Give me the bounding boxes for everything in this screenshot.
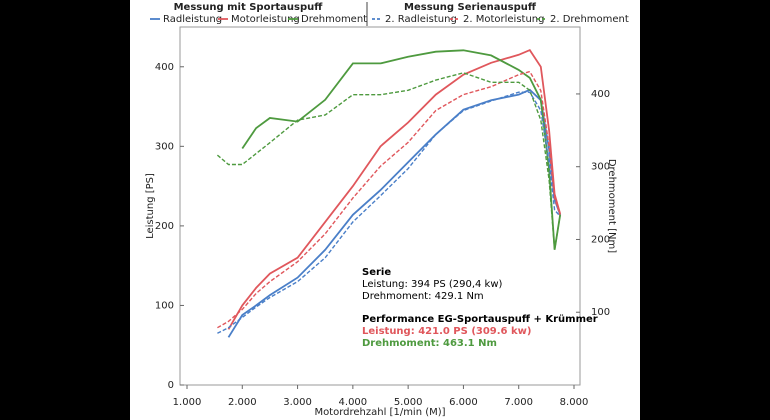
legend-label: 2. Motorleistung	[463, 14, 544, 25]
y2-tick-label: 300	[591, 162, 610, 173]
x-tick-label: 4.000	[339, 397, 368, 408]
annotation: Performance EG-Sportauspuff + Krümmer	[362, 314, 598, 325]
annotation: Leistung: 394 PS (290,4 kw)	[362, 279, 503, 290]
annotation: Serie	[362, 267, 391, 278]
side-bar	[640, 0, 770, 420]
x-tick-label: 6.000	[449, 397, 478, 408]
y-axis-label: Leistung [PS]	[145, 173, 156, 239]
legend-label: Drehmoment	[301, 14, 367, 25]
x-tick-label: 2.000	[228, 397, 257, 408]
legend-label: 2. Drehmoment	[550, 14, 629, 25]
legend-label: 2. Radleistung	[385, 14, 457, 25]
annotation: Drehmoment: 429.1 Nm	[362, 291, 484, 302]
x-axis-label: Motordrehzahl [1/min (M)]	[314, 407, 445, 418]
y-tick-label: 300	[155, 141, 174, 152]
y2-axis-label: Drehmoment [Nm]	[606, 159, 617, 253]
annotation: Drehmoment: 463.1 Nm	[362, 338, 497, 349]
legend-title: Messung Serienauspuff	[404, 2, 537, 13]
legend-label: Radleistung	[163, 14, 222, 25]
data-line	[216, 72, 561, 250]
legend-title: Messung mit Sportauspuff	[174, 2, 324, 13]
y2-tick-label: 400	[591, 89, 610, 100]
y2-tick-label: 200	[591, 234, 610, 245]
data-line	[227, 48, 562, 330]
side-bar	[0, 0, 130, 420]
x-tick-label: 3.000	[283, 397, 312, 408]
y-tick-label: 400	[155, 62, 174, 73]
y-tick-label: 100	[155, 300, 174, 311]
y2-tick-label: 100	[591, 307, 610, 318]
x-tick-label: 1.000	[173, 397, 202, 408]
y-tick-label: 200	[155, 221, 174, 232]
y-tick-label: 0	[168, 380, 174, 391]
annotation: Leistung: 421.0 PS (309.6 kw)	[362, 326, 531, 337]
data-line	[217, 91, 561, 334]
plot-frame	[179, 26, 581, 386]
x-tick-label: 8.000	[560, 397, 589, 408]
x-tick-label: 7.000	[504, 397, 533, 408]
x-tick-label: 5.000	[394, 397, 423, 408]
legend-label: Motorleistung	[231, 14, 300, 25]
data-line	[217, 70, 561, 329]
data-line	[241, 49, 562, 250]
